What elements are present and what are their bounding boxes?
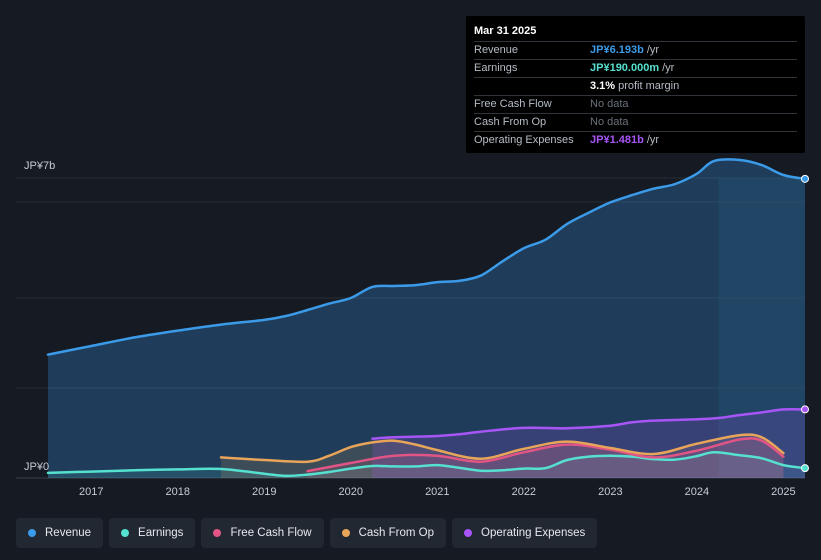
tooltip-row-value: No data: [590, 116, 629, 128]
tooltip-date: Mar 31 2025: [474, 24, 797, 42]
tooltip-row-value: JP¥1.481b: [590, 134, 644, 146]
cash-from-op-line: [219, 433, 785, 464]
x-tick-label: 2020: [339, 486, 363, 498]
legend-label: Revenue: [45, 527, 92, 539]
free-cash-flow-line: [306, 437, 785, 473]
legend-label: Operating Expenses: [481, 527, 586, 539]
tooltip-panel: Mar 31 2025 Revenue JP¥6.193b/yr Earnings J…: [466, 16, 805, 153]
tooltip-row-value: No data: [590, 98, 629, 110]
tooltip-row: Operating Expenses JP¥1.481b/yr: [474, 132, 797, 149]
x-tick-label: 2025: [771, 486, 795, 498]
earnings-endpoint: [801, 464, 809, 473]
tooltip-row-value: JP¥190.000m: [590, 62, 660, 74]
tooltip-row-value: JP¥6.193b: [590, 44, 644, 56]
revenue-endpoint: [801, 174, 809, 183]
tooltip-rows: Revenue JP¥6.193b/yr Earnings JP¥190.000m/y…: [474, 42, 797, 149]
legend-label: Free Cash Flow: [230, 527, 312, 539]
legend-item-operating-expenses[interactable]: Operating Expenses: [452, 518, 598, 548]
legend-item-earnings[interactable]: Earnings: [109, 518, 196, 548]
tooltip-row-unit: /yr: [662, 62, 675, 74]
legend: Revenue Earnings Free Cash Flow Cash From O…: [16, 518, 598, 548]
tooltip-row-label: Earnings: [474, 62, 518, 74]
x-tick-label: 2022: [512, 486, 536, 498]
tooltip-row-label: [474, 78, 590, 95]
forecast-band: [718, 178, 805, 478]
series-lines: [46, 158, 807, 478]
legend-item-cash-from-op[interactable]: Cash From Op: [329, 518, 447, 548]
legend-dot-icon: [341, 529, 350, 537]
legend-label: Cash From Op: [358, 527, 435, 539]
x-tick-label: 2018: [166, 486, 190, 498]
tooltip-row-label: Free Cash Flow: [474, 98, 552, 110]
legend-item-revenue[interactable]: Revenue: [16, 518, 104, 548]
operating-expenses-endpoint: [801, 405, 809, 414]
legend-item-free-cash-flow[interactable]: Free Cash Flow: [201, 518, 324, 548]
revenue-line: [46, 158, 807, 356]
tooltip-row: Free Cash Flow No data: [474, 96, 797, 114]
free-cash-flow-area: [307, 438, 784, 478]
tooltip-row-label: Revenue: [474, 44, 519, 56]
tooltip-row-label: Operating Expenses: [474, 134, 574, 146]
x-tick-label: 2017: [79, 486, 103, 498]
series-endpoints: [801, 174, 809, 473]
x-tick-label: 2023: [598, 486, 622, 498]
tooltip-row: Earnings JP¥190.000m/yr: [474, 60, 797, 78]
tooltip-row-label: Cash From Op: [474, 116, 547, 128]
x-axis: 2017 2018 2019 2020 2021 2022 2023 2024 2025: [79, 486, 796, 498]
tooltip-row-unit: profit margin: [618, 80, 680, 92]
tooltip-row: Revenue JP¥6.193b/yr: [474, 42, 797, 60]
tooltip-row-unit: /yr: [646, 44, 660, 56]
chart-canvas: JP¥7b JP¥0 2017 2018 2019 2020 2021 2022 2023 2…: [16, 158, 809, 498]
x-tick-label: 2021: [425, 486, 449, 498]
legend-dot-icon: [213, 529, 222, 537]
x-tick-label: 2024: [685, 486, 709, 498]
operating-expenses-line: [371, 407, 807, 440]
x-tick-label: 2019: [252, 486, 276, 498]
gridlines: [16, 177, 805, 479]
tooltip-row: 3.1% profit margin: [474, 78, 797, 96]
tooltip-row-unit: /yr: [646, 134, 660, 146]
legend-dot-icon: [121, 529, 130, 537]
y-axis-label-top: JP¥7b: [24, 160, 55, 172]
legend-dot-icon: [28, 529, 36, 537]
series-areas: [48, 159, 805, 479]
tooltip-row: Cash From Op No data: [474, 114, 797, 132]
revenue-area: [48, 159, 805, 479]
tooltip-row-value: 3.1%: [590, 80, 616, 92]
legend-dot-icon: [464, 529, 473, 537]
y-axis-label-bottom: JP¥0: [24, 461, 49, 473]
legend-label: Earnings: [138, 527, 184, 539]
earnings-line: [46, 451, 807, 478]
